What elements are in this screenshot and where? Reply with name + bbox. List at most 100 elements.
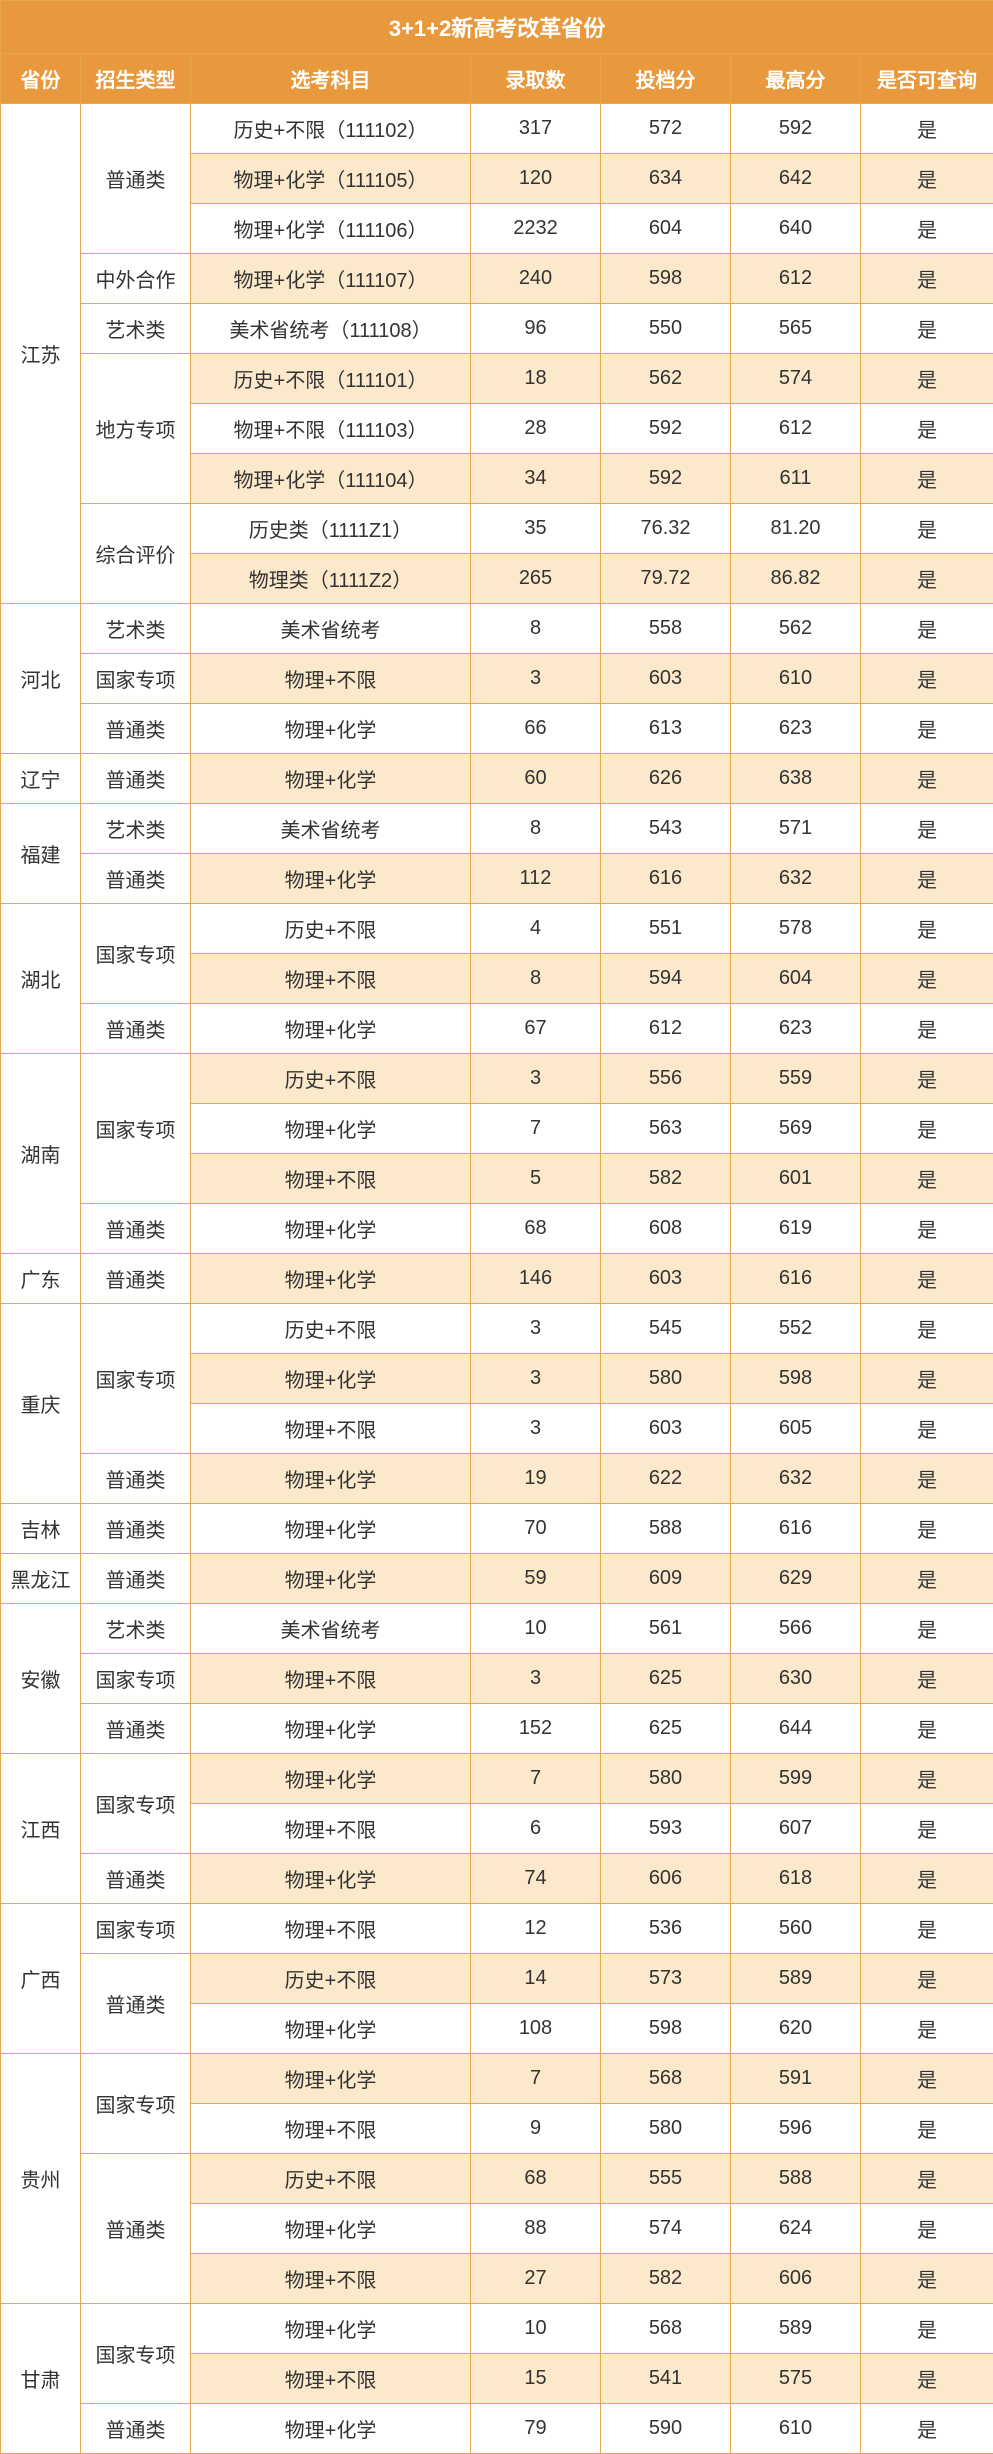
cell-province: 吉林 [1, 1504, 81, 1554]
cell-score1: 545 [601, 1304, 731, 1354]
cell-score1: 594 [601, 954, 731, 1004]
cell-admit: 8 [471, 954, 601, 1004]
table-container: 3+1+2新高考改革省份 省份 招生类型 选考科目 录取数 投档分 最高分 是否… [0, 0, 993, 2454]
cell-subject: 美术省统考（111108） [191, 304, 471, 354]
cell-admit: 12 [471, 1904, 601, 1954]
cell-score1: 592 [601, 454, 731, 504]
cell-query: 是 [861, 604, 993, 654]
cell-admit: 59 [471, 1554, 601, 1604]
cell-score2: 81.20 [731, 504, 861, 554]
cell-query: 是 [861, 1354, 993, 1404]
cell-score1: 76.32 [601, 504, 731, 554]
cell-query: 是 [861, 2354, 993, 2404]
cell-type: 国家专项 [81, 2304, 191, 2404]
cell-admit: 35 [471, 504, 601, 554]
cell-subject: 历史+不限 [191, 1954, 471, 2004]
cell-subject: 物理+化学（111104） [191, 454, 471, 504]
cell-score2: 620 [731, 2004, 861, 2054]
cell-query: 是 [861, 954, 993, 1004]
cell-subject: 物理+不限 [191, 2104, 471, 2154]
table-row: 普通类物理+化学19622632是 [1, 1454, 993, 1504]
cell-subject: 物理+化学 [191, 2204, 471, 2254]
table-row: 普通类物理+化学79590610是 [1, 2404, 993, 2454]
cell-type: 普通类 [81, 2404, 191, 2454]
cell-query: 是 [861, 2104, 993, 2154]
cell-query: 是 [861, 1754, 993, 1804]
cell-admit: 68 [471, 1204, 601, 1254]
cell-admit: 265 [471, 554, 601, 604]
table-row: 福建艺术类美术省统考8543571是 [1, 804, 993, 854]
cell-admit: 120 [471, 154, 601, 204]
cell-admit: 8 [471, 604, 601, 654]
cell-query: 是 [861, 1254, 993, 1304]
table-row: 艺术类美术省统考（111108）96550565是 [1, 304, 993, 354]
cell-subject: 物理+不限 [191, 1804, 471, 1854]
cell-score1: 626 [601, 754, 731, 804]
cell-type: 普通类 [81, 854, 191, 904]
cell-admit: 108 [471, 2004, 601, 2054]
cell-type: 地方专项 [81, 354, 191, 504]
cell-admit: 88 [471, 2204, 601, 2254]
cell-score2: 588 [731, 2154, 861, 2204]
cell-score1: 558 [601, 604, 731, 654]
cell-subject: 物理+化学 [191, 1554, 471, 1604]
cell-score2: 606 [731, 2254, 861, 2304]
cell-query: 是 [861, 1604, 993, 1654]
header-query: 是否可查询 [861, 54, 993, 104]
cell-query: 是 [861, 704, 993, 754]
cell-admit: 3 [471, 1404, 601, 1454]
cell-score1: 580 [601, 2104, 731, 2154]
cell-score1: 556 [601, 1054, 731, 1104]
cell-score2: 578 [731, 904, 861, 954]
cell-query: 是 [861, 1404, 993, 1454]
cell-province: 安徽 [1, 1604, 81, 1754]
table-row: 普通类物理+化学68608619是 [1, 1204, 993, 1254]
cell-query: 是 [861, 804, 993, 854]
cell-score1: 582 [601, 2254, 731, 2304]
cell-score1: 606 [601, 1854, 731, 1904]
table-row: 河北艺术类美术省统考8558562是 [1, 604, 993, 654]
cell-admit: 60 [471, 754, 601, 804]
cell-type: 艺术类 [81, 1604, 191, 1654]
cell-score2: 623 [731, 1004, 861, 1054]
cell-admit: 67 [471, 1004, 601, 1054]
cell-query: 是 [861, 2054, 993, 2104]
cell-score2: 623 [731, 704, 861, 754]
cell-type: 国家专项 [81, 1904, 191, 1954]
cell-query: 是 [861, 1004, 993, 1054]
cell-score1: 543 [601, 804, 731, 854]
cell-admit: 34 [471, 454, 601, 504]
cell-subject: 物理+化学（111106） [191, 204, 471, 254]
cell-query: 是 [861, 404, 993, 454]
cell-query: 是 [861, 2304, 993, 2354]
cell-province: 广东 [1, 1254, 81, 1304]
cell-score2: 612 [731, 404, 861, 454]
cell-province: 辽宁 [1, 754, 81, 804]
cell-province: 福建 [1, 804, 81, 904]
cell-score2: 566 [731, 1604, 861, 1654]
cell-query: 是 [861, 2254, 993, 2304]
cell-province: 黑龙江 [1, 1554, 81, 1604]
cell-type: 国家专项 [81, 904, 191, 1004]
cell-admit: 27 [471, 2254, 601, 2304]
cell-subject: 物理+不限 [191, 1654, 471, 1704]
cell-score1: 603 [601, 1254, 731, 1304]
table-body: 江苏普通类历史+不限（111102）317572592是物理+化学（111105… [1, 104, 993, 2454]
cell-query: 是 [861, 1104, 993, 1154]
cell-score1: 573 [601, 1954, 731, 2004]
table-row: 吉林普通类物理+化学70588616是 [1, 1504, 993, 1554]
table-row: 安徽艺术类美术省统考10561566是 [1, 1604, 993, 1654]
cell-subject: 物理+不限 [191, 654, 471, 704]
cell-subject: 历史+不限 [191, 1304, 471, 1354]
table-row: 地方专项历史+不限（111101）18562574是 [1, 354, 993, 404]
cell-score1: 609 [601, 1554, 731, 1604]
cell-province: 湖北 [1, 904, 81, 1054]
cell-score2: 632 [731, 1454, 861, 1504]
table-row: 普通类物理+化学67612623是 [1, 1004, 993, 1054]
cell-type: 普通类 [81, 1454, 191, 1504]
cell-admit: 6 [471, 1804, 601, 1854]
cell-type: 普通类 [81, 754, 191, 804]
cell-type: 普通类 [81, 2154, 191, 2304]
cell-score2: 630 [731, 1654, 861, 1704]
cell-score2: 599 [731, 1754, 861, 1804]
